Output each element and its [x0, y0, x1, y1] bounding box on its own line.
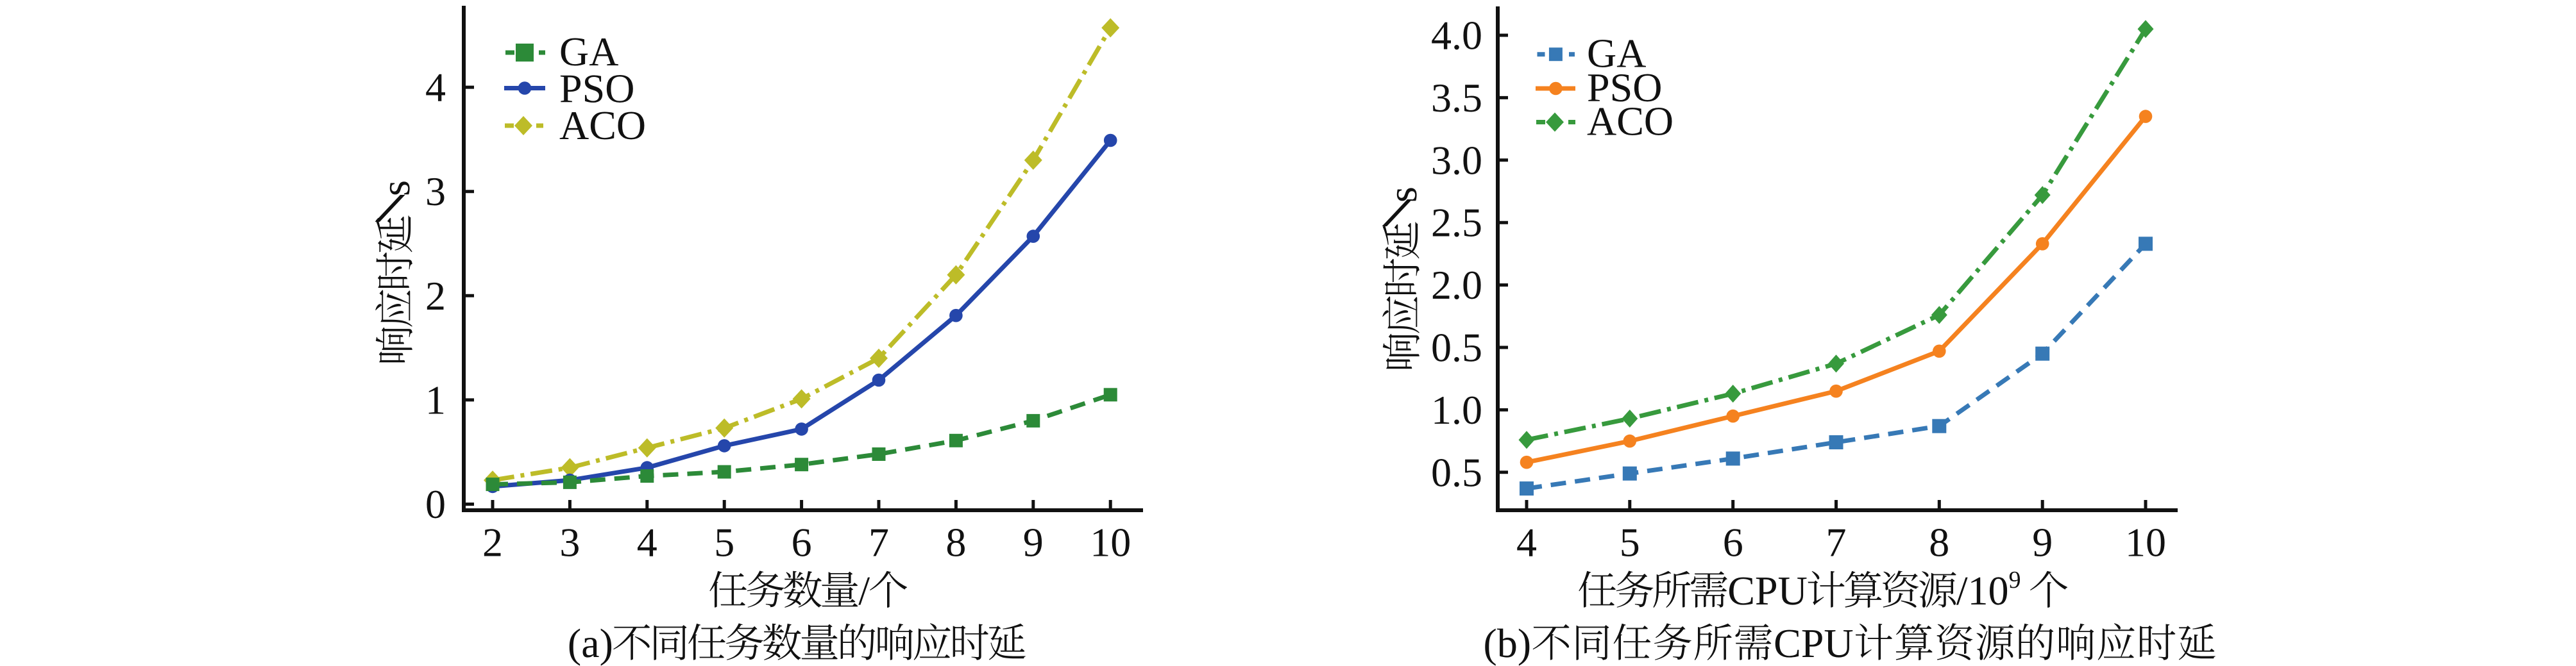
svg-text:4: 4 [425, 65, 446, 110]
svg-text:8: 8 [1929, 520, 1949, 565]
svg-text:PSO: PSO [559, 66, 634, 112]
svg-text:7: 7 [1826, 520, 1847, 565]
svg-text:6: 6 [792, 520, 812, 565]
svg-text:2: 2 [482, 520, 503, 565]
svg-text:ACO: ACO [559, 103, 646, 148]
svg-text:10: 10 [1090, 520, 1131, 565]
svg-text:5: 5 [714, 520, 734, 565]
svg-text:4: 4 [637, 520, 657, 565]
svg-text:ACO: ACO [1587, 99, 1674, 144]
svg-text:3.0: 3.0 [1431, 137, 1482, 183]
svg-text:3.5: 3.5 [1431, 75, 1482, 121]
svg-text:4: 4 [1516, 520, 1537, 565]
svg-text:0.5: 0.5 [1431, 325, 1482, 370]
svg-text:GA: GA [559, 29, 618, 74]
svg-text:5: 5 [1620, 520, 1640, 565]
svg-text:9: 9 [2032, 520, 2053, 565]
svg-text:4.0: 4.0 [1431, 13, 1482, 58]
svg-text:2.5: 2.5 [1431, 200, 1482, 246]
svg-text:1.0: 1.0 [1431, 387, 1482, 433]
svg-text:0: 0 [425, 481, 446, 527]
svg-text:7: 7 [869, 520, 889, 565]
svg-text:3: 3 [425, 169, 446, 214]
svg-text:10: 10 [2125, 520, 2166, 565]
svg-text:6: 6 [1723, 520, 1743, 565]
svg-text:PSO: PSO [1587, 65, 1662, 110]
svg-text:3: 3 [559, 520, 580, 565]
svg-text:8: 8 [945, 520, 966, 565]
svg-text:2.0: 2.0 [1431, 262, 1482, 308]
svg-text:GA: GA [1587, 31, 1646, 76]
svg-text:1: 1 [425, 377, 446, 422]
svg-text:9: 9 [1023, 520, 1044, 565]
svg-text:0.5: 0.5 [1431, 449, 1482, 495]
svg-text:2: 2 [425, 273, 446, 319]
